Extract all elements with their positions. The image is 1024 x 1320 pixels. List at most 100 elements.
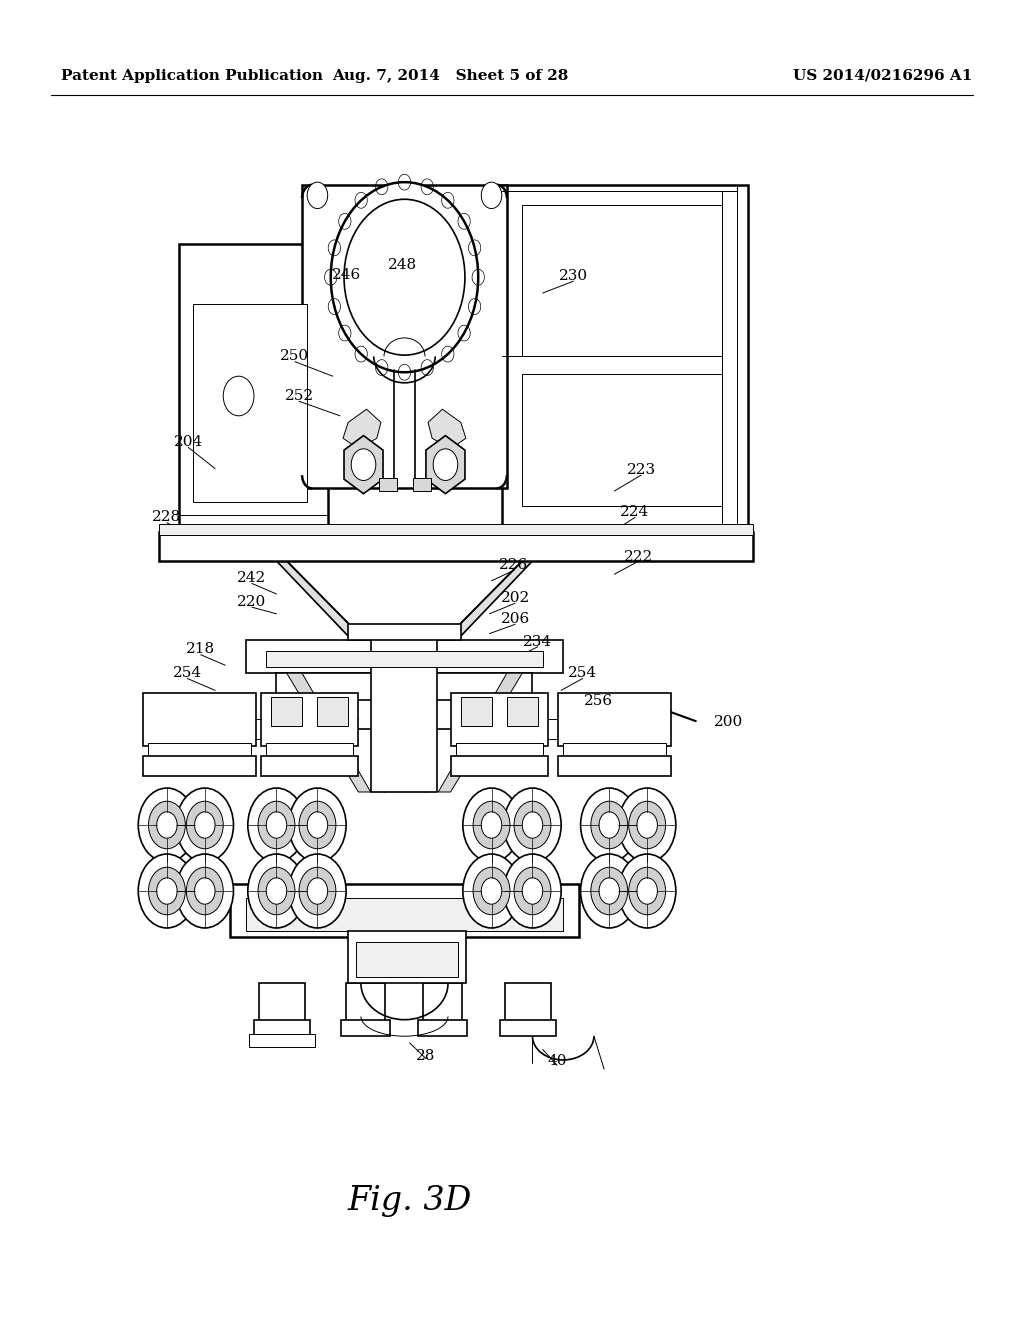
Circle shape xyxy=(599,812,620,838)
Bar xyxy=(179,244,328,541)
Circle shape xyxy=(504,788,561,862)
Bar xyxy=(276,673,532,702)
Bar xyxy=(413,478,431,491)
Bar xyxy=(193,304,307,502)
Bar xyxy=(259,983,305,1023)
Circle shape xyxy=(581,854,638,928)
Bar xyxy=(451,693,548,746)
Bar xyxy=(348,624,461,640)
Text: Aug. 7, 2014   Sheet 5 of 28: Aug. 7, 2014 Sheet 5 of 28 xyxy=(333,69,568,83)
Text: 204: 204 xyxy=(174,436,203,449)
Text: 206: 206 xyxy=(501,612,529,626)
Circle shape xyxy=(138,788,196,862)
Polygon shape xyxy=(343,409,381,449)
Bar xyxy=(143,693,256,746)
Circle shape xyxy=(463,788,520,862)
Text: 218: 218 xyxy=(186,643,215,656)
Bar xyxy=(261,693,358,746)
Bar xyxy=(507,697,538,726)
Circle shape xyxy=(344,199,465,355)
Bar xyxy=(500,1020,556,1036)
Circle shape xyxy=(289,788,346,862)
Bar xyxy=(143,756,256,776)
Circle shape xyxy=(618,854,676,928)
Polygon shape xyxy=(426,436,465,494)
Text: 222: 222 xyxy=(625,550,653,564)
Circle shape xyxy=(481,878,502,904)
Bar xyxy=(423,983,462,1023)
Circle shape xyxy=(248,854,305,928)
Circle shape xyxy=(176,854,233,928)
Bar xyxy=(558,756,671,776)
Circle shape xyxy=(307,182,328,209)
Bar xyxy=(266,651,543,667)
Bar xyxy=(148,743,251,759)
Circle shape xyxy=(331,182,478,372)
Bar xyxy=(341,1020,390,1036)
Text: 200: 200 xyxy=(714,715,743,729)
Bar xyxy=(456,743,543,759)
Text: 252: 252 xyxy=(285,389,313,403)
Text: 220: 220 xyxy=(238,595,266,609)
Circle shape xyxy=(481,812,502,838)
Circle shape xyxy=(195,812,215,838)
Circle shape xyxy=(186,867,223,915)
Bar xyxy=(159,524,753,535)
Text: 223: 223 xyxy=(627,463,655,477)
Circle shape xyxy=(299,801,336,849)
Bar xyxy=(522,374,722,506)
Bar xyxy=(249,1034,315,1047)
Bar xyxy=(371,627,437,792)
Circle shape xyxy=(266,812,287,838)
Circle shape xyxy=(504,854,561,928)
Bar xyxy=(522,205,722,356)
Circle shape xyxy=(157,878,177,904)
Text: 230: 230 xyxy=(559,269,588,282)
Circle shape xyxy=(176,788,233,862)
Circle shape xyxy=(351,449,376,480)
Circle shape xyxy=(433,449,458,480)
Circle shape xyxy=(258,867,295,915)
Polygon shape xyxy=(287,673,371,792)
Bar xyxy=(317,697,348,726)
Bar xyxy=(505,983,551,1023)
Polygon shape xyxy=(451,561,532,647)
Circle shape xyxy=(307,812,328,838)
Bar xyxy=(461,697,492,726)
Text: 234: 234 xyxy=(523,635,552,648)
Circle shape xyxy=(591,801,628,849)
Bar xyxy=(348,931,466,983)
Circle shape xyxy=(629,801,666,849)
Bar xyxy=(302,185,507,488)
Circle shape xyxy=(186,801,223,849)
Circle shape xyxy=(591,867,628,915)
Circle shape xyxy=(618,788,676,862)
Circle shape xyxy=(258,801,295,849)
Text: Fig. 3D: Fig. 3D xyxy=(347,1185,472,1217)
Circle shape xyxy=(307,878,328,904)
Circle shape xyxy=(289,854,346,928)
Circle shape xyxy=(581,788,638,862)
Circle shape xyxy=(522,878,543,904)
Text: 254: 254 xyxy=(173,667,202,680)
Text: 228: 228 xyxy=(153,511,181,524)
Circle shape xyxy=(514,867,551,915)
Circle shape xyxy=(522,812,543,838)
Text: 28: 28 xyxy=(417,1049,435,1063)
Polygon shape xyxy=(344,436,383,494)
Polygon shape xyxy=(428,409,466,449)
Bar xyxy=(271,697,302,726)
Circle shape xyxy=(266,878,287,904)
Circle shape xyxy=(599,878,620,904)
Bar xyxy=(356,942,458,977)
Bar xyxy=(346,983,385,1023)
Text: 226: 226 xyxy=(500,558,528,572)
Text: 40: 40 xyxy=(547,1055,567,1068)
Circle shape xyxy=(637,878,657,904)
Text: 242: 242 xyxy=(238,572,266,585)
Polygon shape xyxy=(438,673,522,792)
Text: 254: 254 xyxy=(568,667,597,680)
Bar xyxy=(502,185,748,541)
Circle shape xyxy=(463,854,520,928)
Bar xyxy=(451,756,548,776)
